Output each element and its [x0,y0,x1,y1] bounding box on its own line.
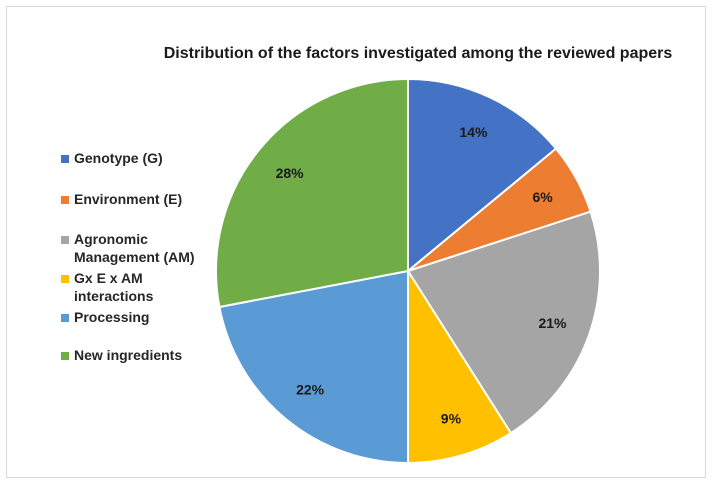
legend-item-environment-e: Environment (E) [61,191,182,207]
legend: Genotype (G) Environment (E) Agronomic Mana… [61,150,195,363]
legend-item-agronomic-management-am: Agronomic Management (AM) [61,231,195,265]
legend-label-line: Processing [74,309,149,325]
legend-swatch [61,352,69,360]
chart-title: Distribution of the factors investigated… [164,45,673,62]
legend-item-gx-e-x-am-interactions: Gx E x AM interactions [61,270,154,304]
pie-slice-new-ingredients [215,77,409,309]
slice-label-agronomic-management-am: 21% [538,315,567,331]
legend-swatch [61,275,69,283]
legend-label-line: Genotype (G) [74,150,163,166]
legend-swatch [61,196,69,204]
pie-slice-gx-e-x-am-interactions [407,267,513,465]
slice-label-processing: 22% [296,381,325,397]
legend-label: New ingredients [74,347,182,363]
slice-labels: 14% 6% 21% 9% 22% 28% [276,124,567,427]
legend-label-line: New ingredients [74,347,182,363]
legend-swatch [61,155,69,163]
pie-slice-agronomic-management-am [406,210,601,435]
legend-label-line: Environment (E) [74,191,182,207]
slice-label-gx-e-x-am-interactions: 9% [441,411,462,427]
legend-swatch [61,236,69,244]
legend-label-line: interactions [74,288,154,304]
legend-label-line: Gx E x AM [74,270,143,286]
legend-label: Genotype (G) [74,150,163,166]
slice-label-new-ingredients: 28% [276,165,305,181]
slice-label-environment-e: 6% [532,189,553,205]
legend-label: Processing [74,309,149,325]
pie-slice-processing [218,269,409,465]
legend-label-line: Management (AM) [74,249,195,265]
legend-item-new-ingredients: New ingredients [61,347,182,363]
legend-item-processing: Processing [61,309,149,325]
pie-slices [215,77,601,465]
pie-slice-genotype-g [407,77,558,274]
legend-swatch [61,314,69,322]
slice-label-genotype-g: 14% [459,124,488,140]
legend-label: Agronomic Management (AM) [74,231,195,265]
legend-item-genotype-g: Genotype (G) [61,150,163,166]
legend-label: Environment (E) [74,191,182,207]
legend-label-line: Agronomic [74,231,148,247]
legend-label: Gx E x AM interactions [74,270,154,304]
